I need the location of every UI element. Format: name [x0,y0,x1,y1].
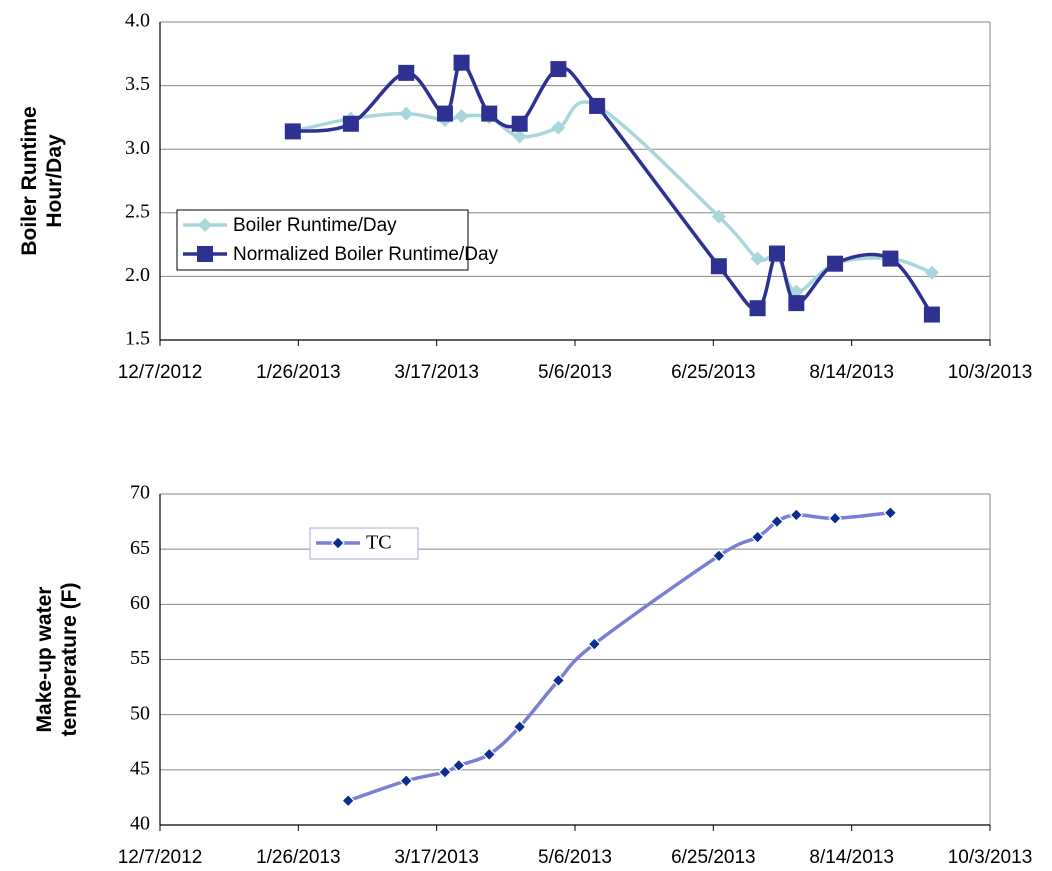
x-tick-label: 12/7/2012 [118,362,203,383]
y-tick-label: 3.0 [125,137,150,159]
y-axis-label-line: Boiler Runtime [18,106,41,255]
marker [438,765,452,779]
marker [587,637,602,651]
y-tick-label: 50 [130,702,150,724]
marker [454,109,469,124]
marker [770,514,784,529]
marker [923,306,940,323]
marker [453,54,470,71]
marker [710,258,727,275]
marker [551,120,566,135]
marker [198,218,212,232]
y-tick-label: 55 [130,647,150,669]
y-tick-label: 65 [130,537,150,559]
marker [341,793,355,808]
marker [750,251,765,266]
marker [750,530,765,544]
y-tick-label: 2.0 [125,264,150,286]
marker [512,129,527,144]
marker [399,774,414,788]
x-tick-label: 8/14/2013 [809,847,894,868]
series-line [347,511,891,803]
y-axis-label-line: Make-up water [33,587,56,733]
y-tick-label: 70 [130,482,150,504]
x-tick-label: 8/14/2013 [809,362,894,383]
y-tick-label: 60 [130,592,150,614]
x-tick-label: 3/17/2013 [394,362,479,383]
y-axis-label-line: Hour/Day [43,134,66,228]
marker [789,508,804,522]
x-tick-label: 1/26/2013 [256,847,341,868]
marker [398,64,415,81]
marker [436,105,453,122]
y-axis-label: Make-up watertemperature (F) [33,582,81,736]
marker [284,123,301,140]
marker [551,673,566,688]
marker [711,209,726,224]
marker [924,265,939,280]
marker [512,719,527,734]
x-tick-label: 5/6/2013 [538,847,612,868]
marker [482,747,497,762]
legend-label: TC [366,532,392,554]
y-axis-label: Boiler RuntimeHour/Day [18,106,66,255]
marker [399,106,414,121]
x-tick-label: 5/6/2013 [538,362,612,383]
marker [197,246,213,262]
legend-label: Normalized Boiler Runtime/Day [233,244,499,265]
y-axis-label-line: temperature (F) [58,582,81,736]
y-tick-label: 40 [130,813,150,835]
x-tick-label: 1/26/2013 [256,362,341,383]
marker [331,536,345,550]
x-tick-label: 12/7/2012 [118,847,203,868]
y-tick-label: 45 [130,757,150,779]
series-line [292,100,933,294]
marker [451,758,466,773]
marker [882,250,899,267]
marker [788,295,805,312]
series-line [292,60,934,316]
legend-label: Boiler Runtime/Day [233,215,397,236]
marker [768,245,785,262]
marker [589,97,606,114]
marker [827,255,844,272]
marker [828,511,842,526]
x-tick-label: 6/25/2013 [671,362,756,383]
marker [342,115,359,132]
marker [749,300,766,317]
x-tick-label: 3/17/2013 [394,847,479,868]
y-tick-label: 2.5 [125,200,150,222]
x-tick-label: 10/3/2013 [948,362,1033,383]
marker [511,115,528,132]
x-tick-label: 10/3/2013 [948,847,1033,868]
marker [712,548,726,563]
marker [883,505,898,520]
legend-box [176,209,469,271]
marker [550,61,567,78]
y-tick-label: 1.5 [125,328,150,350]
marker [481,105,498,122]
y-tick-label: 3.5 [125,73,150,95]
x-tick-label: 6/25/2013 [671,847,756,868]
y-tick-label: 4.0 [125,10,150,32]
